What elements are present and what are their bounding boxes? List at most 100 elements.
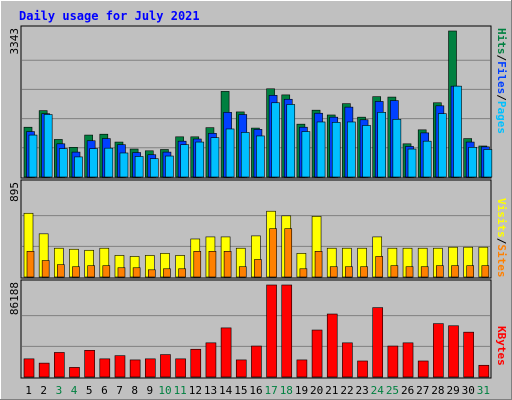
sites-bar	[41, 260, 50, 278]
pages-bar	[331, 122, 341, 178]
pages-bar	[438, 113, 447, 178]
day-label: 20	[310, 384, 323, 397]
sites-bar	[405, 266, 414, 278]
day-label: 23	[356, 384, 369, 397]
legend-kbytes: KBytes	[495, 326, 508, 366]
kbytes-bar	[402, 342, 414, 378]
day-label: 21	[325, 384, 338, 397]
legend-files: Files	[495, 61, 508, 94]
day-label: 8	[131, 384, 138, 397]
pages-bar	[271, 102, 280, 178]
kbytes-bar	[296, 359, 308, 378]
sites-bar	[360, 266, 368, 278]
day-label: 7	[116, 384, 123, 397]
sites-bar	[57, 264, 65, 278]
sites-bar	[299, 268, 308, 278]
pages-bar	[453, 85, 462, 178]
legend-sites: Sites	[495, 244, 508, 277]
pages-bar	[301, 131, 311, 178]
sites-bar	[147, 269, 156, 278]
day-label: 2	[40, 384, 47, 397]
kbytes-bar	[54, 352, 65, 378]
sites-bar	[390, 265, 399, 278]
day-label: 3	[56, 384, 63, 397]
day-label: 14	[219, 384, 233, 397]
pages-bar	[119, 152, 129, 178]
panel-hits-max-label: 3343	[8, 28, 21, 55]
kbytes-bar	[281, 284, 293, 378]
pages-bar	[165, 155, 174, 178]
kbytes-bar	[99, 358, 111, 378]
panel-kbytes: 86188 KBytes	[8, 279, 508, 379]
pages-bar	[407, 148, 417, 178]
kbytes-bar	[235, 359, 247, 378]
sites-bar	[163, 268, 171, 278]
pages-bar	[422, 140, 432, 178]
kbytes-bar	[251, 345, 262, 378]
legend-visits: Visits	[495, 198, 508, 238]
day-label: 9	[147, 384, 154, 397]
pages-bar	[149, 158, 159, 178]
pages-bar	[225, 128, 235, 178]
kbytes-bar	[38, 362, 50, 378]
day-label: 31	[477, 384, 490, 397]
pages-bar	[483, 149, 493, 178]
pages-bar	[89, 148, 98, 178]
kbytes-bar	[478, 364, 490, 378]
kbytes-bar	[357, 360, 368, 378]
panel-hits-legend: Hits/Files/Pages	[495, 28, 508, 134]
sites-bar	[284, 228, 293, 278]
sites-bar	[436, 265, 444, 278]
kbytes-bar	[23, 358, 35, 378]
kbytes-bar	[220, 327, 232, 378]
kbytes-bar	[144, 358, 156, 378]
legend-hits: Hits	[495, 28, 508, 55]
pages-bar	[362, 125, 371, 178]
pages-bar	[104, 147, 114, 178]
sites-bar	[193, 251, 202, 278]
sites-bar	[117, 267, 126, 278]
sites-bar	[26, 251, 35, 278]
day-label: 4	[71, 384, 78, 397]
day-label: 19	[295, 384, 308, 397]
pages-bar	[286, 104, 296, 178]
sites-bar	[345, 266, 353, 278]
kbytes-bar	[160, 354, 171, 378]
day-label: 27	[416, 384, 429, 397]
pages-bar	[180, 144, 189, 178]
kbytes-bar	[342, 342, 353, 378]
kbytes-bar	[129, 359, 141, 378]
day-label: 17	[265, 384, 278, 397]
pages-bar	[256, 135, 265, 178]
pages-bar	[28, 134, 38, 178]
kbytes-bar	[175, 358, 186, 378]
pages-bar	[134, 156, 144, 178]
sites-bar	[314, 251, 323, 278]
day-label: 15	[234, 384, 247, 397]
day-label: 25	[386, 384, 399, 397]
sites-bar	[238, 266, 247, 278]
day-label: 24	[371, 384, 385, 397]
kbytes-bar	[372, 307, 384, 378]
pages-bar	[74, 156, 83, 178]
kbytes-bar	[266, 284, 277, 378]
sites-bar	[329, 266, 338, 278]
pages-bar	[240, 132, 250, 178]
pages-bar	[316, 121, 326, 178]
sites-bar	[420, 266, 429, 278]
day-label: 10	[158, 384, 171, 397]
pages-bar	[43, 114, 53, 178]
legend-pages: Pages	[495, 101, 508, 134]
kbytes-bar	[69, 367, 80, 378]
day-label: 26	[401, 384, 414, 397]
kbytes-bar	[417, 360, 429, 378]
x-axis-day-labels: 1 2 3 4 5 6 7 8 9 10 11 12 13 14 15 16 17 18 19 20 21 22 23 24 2…	[25, 384, 490, 397]
sites-bar	[87, 265, 95, 278]
day-label: 28	[431, 384, 444, 397]
day-label: 29	[446, 384, 459, 397]
pages-bar	[195, 141, 205, 178]
pages-bar	[59, 148, 68, 178]
kbytes-bar	[311, 329, 323, 378]
kbytes-bar	[114, 355, 126, 378]
